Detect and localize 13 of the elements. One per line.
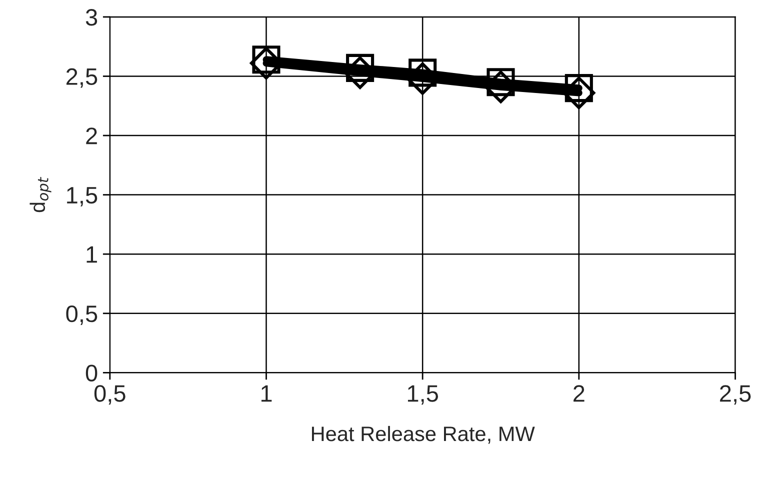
y-tick-label: 2,5 [66, 68, 98, 88]
y-axis-title: d$_{opt}$ [30, 176, 52, 212]
x-tick-label: 2,5 [720, 385, 751, 405]
y-tick-label: 0 [86, 364, 98, 382]
x-tick-label: 1,5 [408, 385, 438, 405]
y-tick-label: 0,5 [66, 305, 98, 325]
y-tick-label: 2 [86, 128, 97, 144]
y-tick-label: 3 [86, 9, 98, 26]
x-tick-label: 2 [574, 385, 584, 402]
x-tick-label: 1 [261, 385, 272, 402]
x-axis-title: Heat Release Rate, MW [312, 426, 535, 444]
y-tick-label: 1 [86, 246, 97, 263]
y-tick-label: 1,5 [67, 187, 98, 206]
